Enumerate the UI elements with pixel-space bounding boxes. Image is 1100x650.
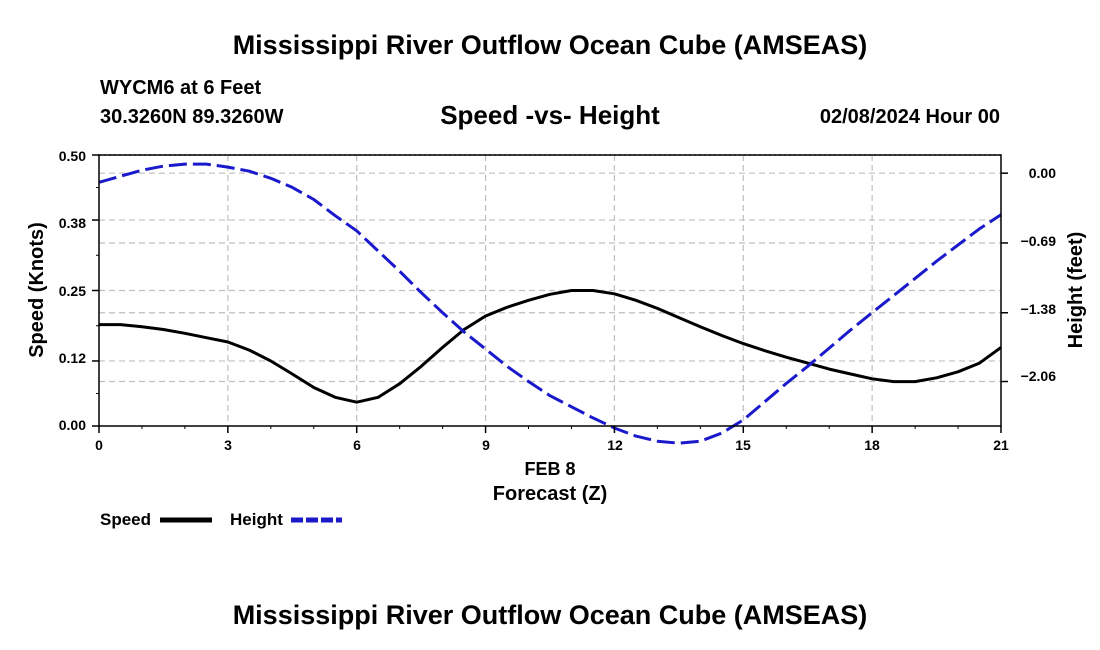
footer-title: Mississippi River Outflow Ocean Cube (AM…	[232, 600, 868, 630]
y-tick-label: 0.00	[59, 417, 86, 433]
legend-label-height: Height	[230, 510, 283, 529]
grid-lines	[99, 154, 1001, 426]
y-tick-label: 0.25	[59, 283, 86, 299]
datetime-label: 02/08/2024 Hour 00	[819, 106, 1000, 128]
x-tick-label: 0	[95, 437, 103, 453]
legend-label-speed: Speed	[100, 510, 151, 529]
x-tick-label: 9	[482, 437, 490, 453]
x-tick-label: 15	[735, 437, 751, 453]
y2-tick-label: −1.38	[1021, 301, 1057, 317]
y2-tick-labels: 0.00 −0.69 −1.38 −2.06	[1021, 165, 1057, 384]
station-label: WYCM6 at 6 Feet	[100, 77, 262, 99]
chart-title: Mississippi River Outflow Ocean Cube (AM…	[232, 30, 868, 60]
x-axis-date-label: FEB 8	[524, 459, 575, 479]
y-tick-label: 0.12	[59, 350, 86, 366]
series-line-height	[98, 162, 1002, 445]
series-line-speed	[99, 289, 1002, 404]
y2-tick-label: 0.00	[1029, 165, 1056, 181]
chart-subtitle: Speed -vs- Height	[440, 100, 660, 130]
x-tick-label: 3	[224, 437, 232, 453]
data-series	[98, 162, 1002, 445]
y2-tick-label: −2.06	[1021, 368, 1057, 384]
coordinates-label: 30.3260N 89.3260W	[100, 106, 284, 128]
x-tick-labels: 0 3 6 9 12 15 18 21	[95, 437, 1009, 453]
y2-tick-label: −0.69	[1021, 233, 1057, 249]
axis-ticks	[92, 154, 1008, 433]
y-axis-title: Speed (Knots)	[26, 222, 48, 358]
y-tick-label: 0.50	[59, 148, 86, 164]
y-tick-labels: 0.00 0.12 0.25 0.38 0.50	[59, 148, 86, 433]
x-tick-label: 18	[864, 437, 880, 453]
y-tick-label: 0.38	[59, 215, 86, 231]
x-tick-label: 12	[607, 437, 623, 453]
x-tick-label: 6	[353, 437, 361, 453]
y2-axis-title: Height (feet)	[1065, 232, 1087, 349]
x-axis-title: Forecast (Z)	[493, 483, 607, 505]
legend: Speed Height	[100, 510, 342, 529]
x-tick-label: 21	[993, 437, 1009, 453]
